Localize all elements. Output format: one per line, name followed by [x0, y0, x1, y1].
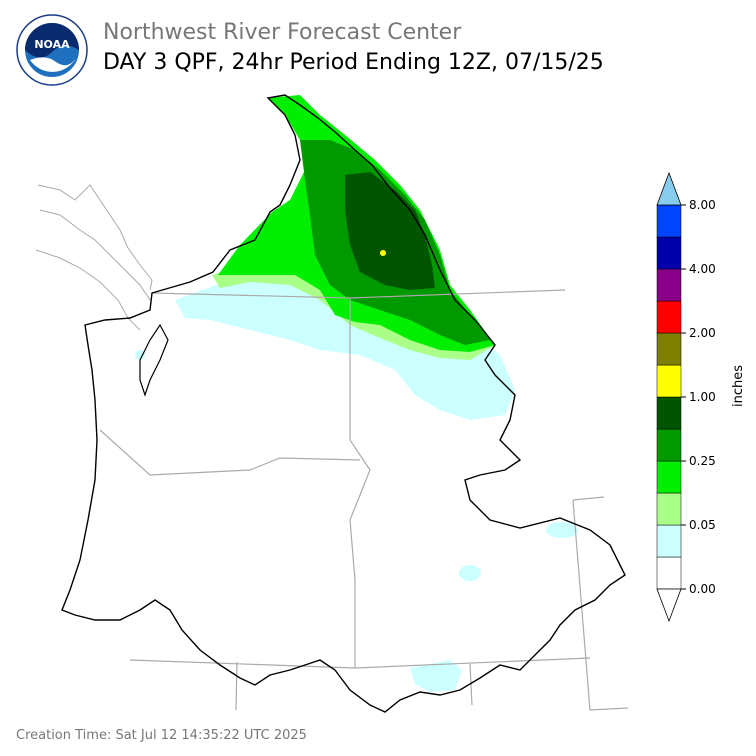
precip-light-cyan	[135, 270, 578, 692]
colorbar-tick-label: 4.00	[689, 262, 716, 276]
colorbar-tick-label: 2.00	[689, 326, 716, 340]
colorbar-block	[656, 364, 682, 398]
colorbar-tick-label: 0.05	[689, 518, 716, 532]
colorbar-block	[656, 332, 682, 366]
agency-title: Northwest River Forecast Center	[103, 20, 462, 45]
creation-time: Creation Time: Sat Jul 12 14:35:22 UTC 2…	[16, 728, 307, 743]
colorbar-top-arrow	[656, 171, 682, 206]
state-boundaries	[99, 289, 629, 711]
colorbar: 0.00 0.05 0.25 1.00 2.00 4.00 8.00 inches	[656, 171, 746, 623]
colorbar-block	[656, 492, 682, 526]
noaa-logo-text: NOAA	[34, 38, 70, 51]
colorbar-unit-label: inches	[731, 365, 746, 407]
colorbar-block	[656, 300, 682, 334]
colorbar-block	[656, 204, 682, 238]
colorbar-block	[656, 460, 682, 494]
colorbar-tick-label: 8.00	[689, 198, 716, 212]
colorbar-block	[656, 524, 682, 558]
puget-sound	[139, 323, 169, 397]
colorbar-tick-label: 1.00	[689, 390, 716, 404]
product-title: DAY 3 QPF, 24hr Period Ending 12Z, 07/15…	[103, 50, 604, 75]
colorbar-block	[656, 556, 682, 590]
colorbar-bottom-arrow	[656, 588, 682, 623]
noaa-logo: NOAA	[16, 14, 88, 86]
basin-boundary	[61, 94, 626, 713]
precip-dark-green	[345, 172, 435, 290]
colorbar-block	[656, 428, 682, 462]
colorbar-tick-label: 0.00	[689, 582, 716, 596]
colorbar-block	[656, 396, 682, 430]
colorbar-block	[656, 268, 682, 302]
colorbar-block	[656, 236, 682, 270]
colorbar-tick-label: 0.25	[689, 454, 716, 468]
bc-coastline	[35, 184, 153, 331]
